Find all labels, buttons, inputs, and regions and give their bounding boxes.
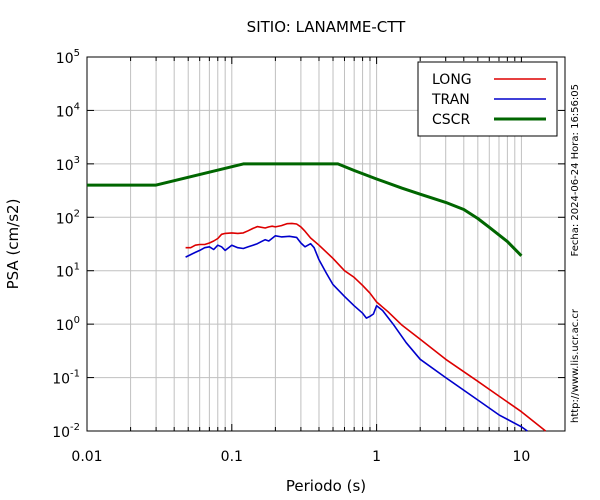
x-tick-label: 1 [372, 449, 381, 465]
y-tick-label: 104 [56, 101, 80, 120]
x-tick-label: 10 [512, 449, 530, 465]
y-tick-label: 102 [56, 208, 80, 227]
chart-title: SITIO: LANAMME-CTT [247, 18, 406, 36]
x-tick-label: 0.01 [71, 449, 102, 465]
x-tick-labels: 0.01 0.1 1 10 [71, 449, 530, 465]
legend-label-cscr: CSCR [432, 112, 470, 128]
timestamp-text: Fecha: 2024-06-24 Hora: 16:56:05 [570, 84, 581, 257]
series-line-long [185, 222, 547, 432]
series-line-tran [185, 235, 528, 432]
x-tick-label: 0.1 [221, 449, 243, 465]
y-tick-labels: 105 104 103 102 101 100 10-1 10-2 [52, 48, 80, 441]
y-tick-label: 101 [56, 262, 80, 281]
y-tick-label: 105 [56, 48, 80, 67]
x-axis-label: Periodo (s) [286, 477, 366, 495]
legend-label-long: LONG [432, 72, 472, 88]
y-tick-label: 10-2 [52, 422, 80, 441]
y-axis-label: PSA (cm/s2) [4, 199, 22, 290]
legend-label-tran: TRAN [431, 92, 470, 108]
y-tick-label: 103 [56, 155, 80, 174]
series-group [87, 162, 547, 432]
series-line-cscr [87, 162, 523, 257]
website-text: http://www.lis.ucr.ac.cr [570, 308, 581, 423]
plot-frame [86, 56, 566, 432]
y-tick-label: 100 [56, 315, 80, 334]
legend: LONG TRAN CSCR [417, 61, 558, 137]
frame-ticks [87, 56, 565, 432]
y-tick-label: 10-1 [52, 369, 80, 388]
